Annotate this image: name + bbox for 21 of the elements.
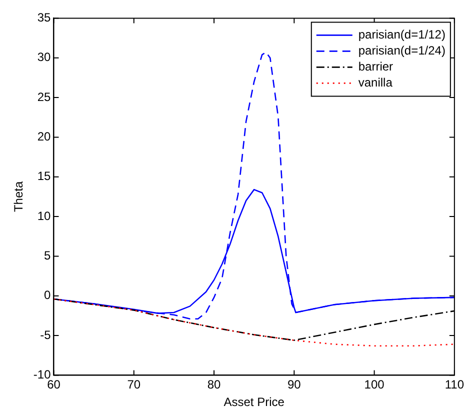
- y-tick-label: 35: [37, 10, 52, 25]
- x-tick-label: 90: [287, 378, 302, 392]
- y-tick-label: 5: [44, 248, 52, 263]
- x-tick-label: 60: [47, 378, 61, 392]
- x-axis-title: Asset Price: [224, 395, 285, 410]
- legend-label: parisian(d=1/24): [358, 44, 446, 58]
- legend-label: barrier: [358, 60, 394, 74]
- legend-label: vanilla: [358, 76, 393, 90]
- y-axis-title: Theta: [12, 181, 26, 212]
- y-tick-label: 0: [44, 288, 52, 302]
- x-tick-label: 80: [207, 378, 222, 392]
- y-tick-label: 20: [37, 130, 52, 144]
- x-tick-label: 100: [364, 378, 385, 392]
- y-tick-label: 10: [37, 208, 52, 223]
- y-tick-label: 30: [37, 50, 52, 64]
- y-tick-label: 15: [37, 169, 52, 184]
- x-tick-label: 70: [127, 378, 141, 392]
- y-tick-label: -5: [40, 328, 52, 342]
- legend-label: parisian(d=1/12): [358, 28, 446, 42]
- x-tick-label: 110: [444, 378, 464, 392]
- y-tick-label: 25: [37, 90, 52, 104]
